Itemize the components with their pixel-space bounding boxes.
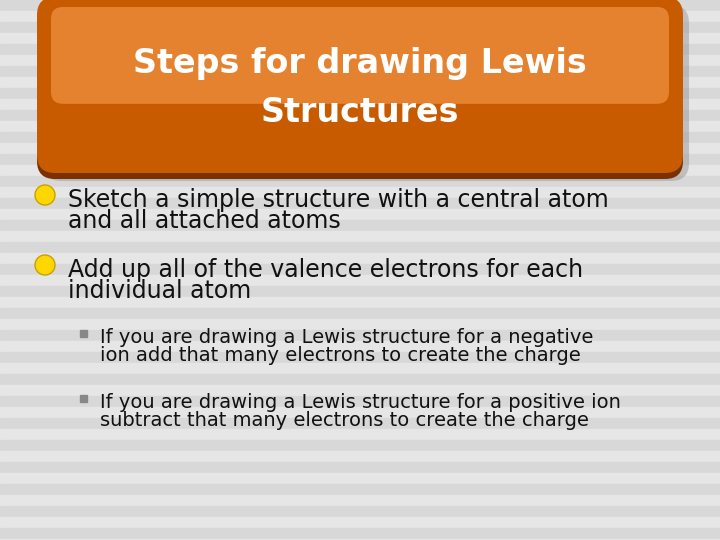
Bar xyxy=(0,22,720,33)
Bar xyxy=(0,242,720,253)
FancyBboxPatch shape xyxy=(37,0,683,173)
Bar xyxy=(0,44,720,55)
Bar xyxy=(0,517,720,528)
Bar xyxy=(0,110,720,121)
Bar xyxy=(0,132,720,143)
Bar xyxy=(0,297,720,308)
Bar xyxy=(0,253,720,264)
Bar xyxy=(79,329,86,336)
Circle shape xyxy=(35,185,55,205)
Bar xyxy=(0,462,720,473)
Bar xyxy=(0,539,720,540)
Bar xyxy=(0,396,720,407)
Bar xyxy=(0,319,720,330)
Bar xyxy=(0,77,720,88)
Text: Sketch a simple structure with a central atom: Sketch a simple structure with a central… xyxy=(68,188,608,212)
Bar xyxy=(0,275,720,286)
Bar xyxy=(0,440,720,451)
Bar xyxy=(0,506,720,517)
Bar xyxy=(0,0,720,11)
Bar xyxy=(0,231,720,242)
Bar xyxy=(0,165,720,176)
Bar xyxy=(0,220,720,231)
Bar xyxy=(0,286,720,297)
Bar xyxy=(0,528,720,539)
Bar xyxy=(0,88,720,99)
FancyBboxPatch shape xyxy=(43,5,689,181)
Bar xyxy=(0,352,720,363)
Text: Structures: Structures xyxy=(261,97,459,130)
Bar xyxy=(0,363,720,374)
Bar xyxy=(0,484,720,495)
Text: Add up all of the valence electrons for each: Add up all of the valence electrons for … xyxy=(68,258,583,282)
Bar xyxy=(0,429,720,440)
Bar xyxy=(0,55,720,66)
Bar xyxy=(0,308,720,319)
Text: If you are drawing a Lewis structure for a positive ion: If you are drawing a Lewis structure for… xyxy=(100,393,621,412)
Bar xyxy=(0,385,720,396)
Bar xyxy=(0,264,720,275)
Bar xyxy=(0,209,720,220)
Text: If you are drawing a Lewis structure for a negative: If you are drawing a Lewis structure for… xyxy=(100,328,593,347)
Bar xyxy=(79,395,86,402)
Bar xyxy=(0,143,720,154)
FancyBboxPatch shape xyxy=(37,3,683,179)
Text: ion add that many electrons to create the charge: ion add that many electrons to create th… xyxy=(100,346,581,365)
Text: subtract that many electrons to create the charge: subtract that many electrons to create t… xyxy=(100,411,589,430)
Text: and all attached atoms: and all attached atoms xyxy=(68,209,341,233)
Bar xyxy=(0,341,720,352)
Bar xyxy=(0,121,720,132)
Bar xyxy=(0,374,720,385)
Bar xyxy=(0,154,720,165)
Bar xyxy=(0,198,720,209)
Bar xyxy=(0,33,720,44)
FancyBboxPatch shape xyxy=(51,7,669,104)
Bar xyxy=(0,473,720,484)
Text: Steps for drawing Lewis: Steps for drawing Lewis xyxy=(133,48,587,80)
Bar xyxy=(0,451,720,462)
Text: individual atom: individual atom xyxy=(68,279,251,303)
Bar xyxy=(0,99,720,110)
Bar xyxy=(0,418,720,429)
Bar xyxy=(0,407,720,418)
Bar xyxy=(0,495,720,506)
Bar xyxy=(0,187,720,198)
Bar xyxy=(0,11,720,22)
Bar xyxy=(0,176,720,187)
Bar xyxy=(0,66,720,77)
Circle shape xyxy=(35,255,55,275)
Bar xyxy=(0,330,720,341)
